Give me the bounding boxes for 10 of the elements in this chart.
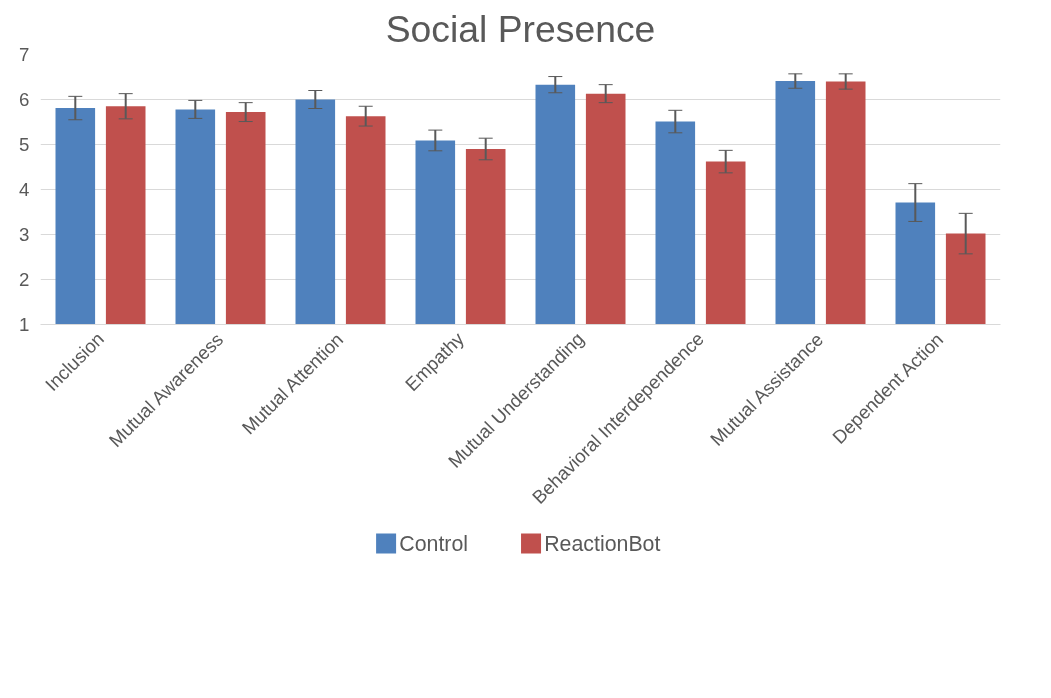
y-tick-label: 3 (19, 224, 30, 245)
y-tick-label: 5 (19, 134, 30, 155)
y-tick-label: 2 (19, 269, 30, 290)
legend-label: ReactionBot (544, 531, 661, 556)
y-tick-label: 4 (19, 179, 30, 200)
chart-title: Social Presence (385, 7, 656, 50)
y-tick-label: 7 (19, 44, 30, 65)
y-tick-label: 6 (19, 89, 30, 110)
legend-label: Control (399, 531, 469, 556)
y-tick-label: 1 (19, 314, 30, 335)
